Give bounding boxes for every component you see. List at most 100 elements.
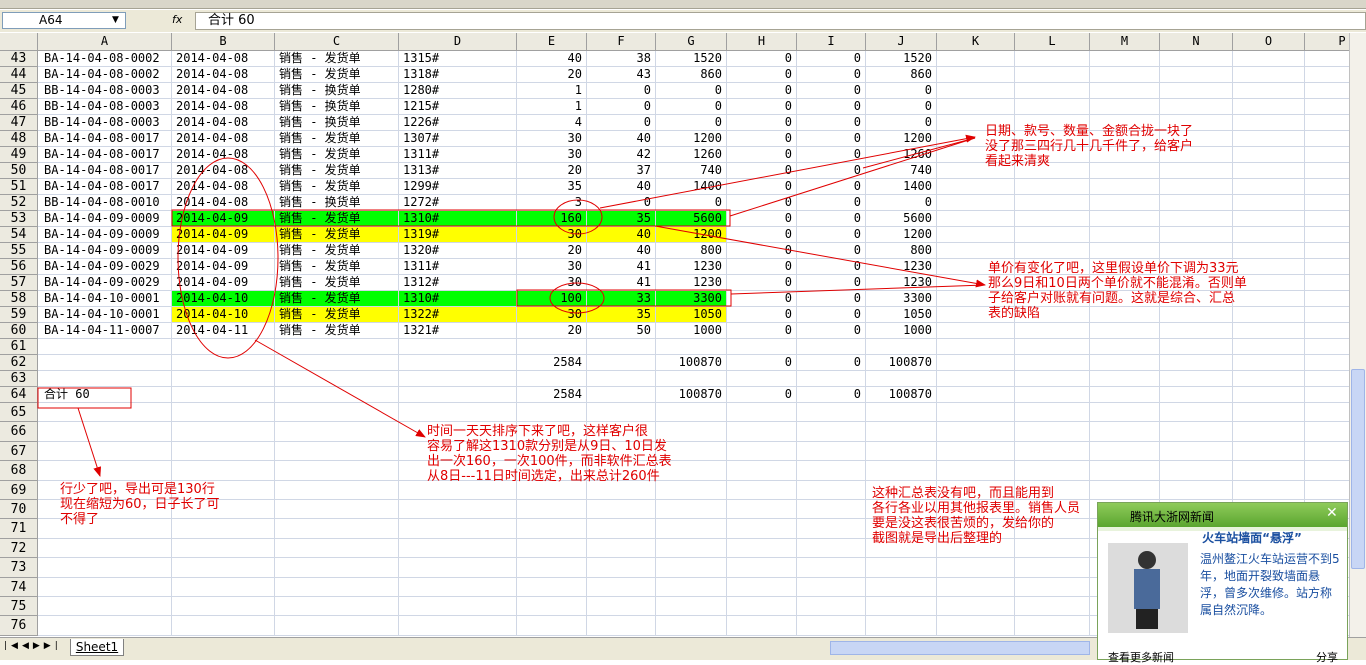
empty-cell[interactable] — [1305, 115, 1349, 131]
empty-cell[interactable] — [1090, 441, 1160, 462]
empty-cell[interactable] — [1160, 163, 1233, 179]
empty-cell[interactable] — [656, 597, 727, 617]
cell[interactable]: 2014-04-11 — [172, 323, 275, 339]
empty-cell[interactable] — [1090, 403, 1160, 423]
empty-cell[interactable] — [797, 441, 866, 462]
empty-cell[interactable] — [1160, 355, 1233, 371]
cell[interactable]: 100870 — [866, 355, 937, 371]
empty-cell[interactable] — [1015, 67, 1090, 83]
cell[interactable]: 0 — [727, 179, 797, 195]
empty-cell[interactable] — [1015, 163, 1090, 179]
cell[interactable]: BB-14-04-08-0003 — [38, 83, 172, 99]
cell[interactable]: BA-14-04-09-0029 — [38, 275, 172, 291]
empty-cell[interactable] — [1233, 99, 1305, 115]
empty-cell[interactable] — [937, 403, 1015, 423]
empty-cell[interactable] — [937, 519, 1015, 539]
empty-cell[interactable] — [937, 259, 1015, 275]
cell[interactable]: 1 — [517, 83, 587, 99]
empty-cell[interactable] — [399, 461, 517, 481]
empty-cell[interactable] — [1233, 387, 1305, 403]
cell[interactable]: 0 — [797, 67, 866, 83]
cell[interactable]: 1260 — [656, 147, 727, 163]
cell[interactable]: 20 — [517, 163, 587, 179]
empty-cell[interactable] — [1233, 441, 1305, 462]
empty-cell[interactable] — [1015, 558, 1090, 578]
empty-cell[interactable] — [937, 371, 1015, 387]
empty-cell[interactable] — [866, 519, 937, 539]
empty-cell[interactable] — [172, 597, 275, 617]
empty-cell[interactable] — [1090, 275, 1160, 291]
empty-cell[interactable] — [275, 558, 399, 578]
empty-cell[interactable] — [1015, 577, 1090, 597]
empty-cell[interactable] — [1233, 259, 1305, 275]
empty-cell[interactable] — [727, 519, 797, 539]
empty-cell[interactable] — [587, 441, 656, 462]
empty-cell[interactable] — [517, 519, 587, 539]
empty-cell[interactable] — [797, 403, 866, 423]
empty-cell[interactable] — [399, 480, 517, 500]
cell[interactable]: 2014-04-08 — [172, 179, 275, 195]
cell[interactable]: 0 — [587, 99, 656, 115]
cell[interactable]: 30 — [517, 307, 587, 323]
cell[interactable]: 5600 — [866, 211, 937, 227]
cell[interactable]: 0 — [727, 147, 797, 163]
empty-cell[interactable] — [797, 371, 866, 387]
cell[interactable]: 1000 — [656, 323, 727, 339]
empty-cell[interactable] — [517, 577, 587, 597]
empty-cell[interactable] — [399, 558, 517, 578]
cell[interactable]: BA-14-04-09-0009 — [38, 227, 172, 243]
empty-cell[interactable] — [937, 422, 1015, 442]
empty-cell[interactable] — [1233, 291, 1305, 307]
empty-cell[interactable] — [172, 355, 275, 371]
cell[interactable]: 0 — [727, 307, 797, 323]
empty-cell[interactable] — [38, 422, 172, 442]
cell[interactable]: 0 — [797, 195, 866, 211]
cell[interactable]: 销售 - 发货单 — [275, 227, 399, 243]
empty-cell[interactable] — [587, 558, 656, 578]
cell[interactable]: 0 — [866, 115, 937, 131]
empty-cell[interactable] — [1160, 99, 1233, 115]
empty-cell[interactable] — [1160, 323, 1233, 339]
empty-cell[interactable] — [1090, 131, 1160, 147]
cell[interactable]: 0 — [797, 307, 866, 323]
empty-cell[interactable] — [1015, 195, 1090, 211]
cell[interactable]: 1230 — [656, 259, 727, 275]
cell[interactable]: 3300 — [866, 291, 937, 307]
cell[interactable]: 1280# — [399, 83, 517, 99]
empty-cell[interactable] — [38, 441, 172, 462]
empty-cell[interactable] — [727, 422, 797, 442]
cell[interactable]: 0 — [656, 99, 727, 115]
empty-cell[interactable] — [1305, 481, 1349, 500]
empty-cell[interactable] — [172, 500, 275, 520]
empty-cell[interactable] — [937, 461, 1015, 481]
empty-cell[interactable] — [517, 422, 587, 442]
cell[interactable]: 0 — [797, 243, 866, 259]
empty-cell[interactable] — [399, 387, 517, 403]
empty-cell[interactable] — [275, 577, 399, 597]
empty-cell[interactable] — [517, 538, 587, 559]
empty-cell[interactable] — [517, 461, 587, 481]
cell[interactable]: 40 — [587, 227, 656, 243]
cell[interactable]: 20 — [517, 243, 587, 259]
cell[interactable]: 1319# — [399, 227, 517, 243]
empty-cell[interactable] — [275, 480, 399, 500]
cell[interactable]: 1230 — [866, 259, 937, 275]
empty-cell[interactable] — [587, 461, 656, 481]
empty-cell[interactable] — [587, 371, 656, 387]
cell[interactable]: 2014-04-08 — [172, 83, 275, 99]
empty-cell[interactable] — [399, 422, 517, 442]
empty-cell[interactable] — [656, 480, 727, 500]
empty-cell[interactable] — [937, 131, 1015, 147]
empty-cell[interactable] — [1160, 51, 1233, 67]
empty-cell[interactable] — [1305, 179, 1349, 195]
empty-cell[interactable] — [937, 558, 1015, 578]
empty-cell[interactable] — [1015, 538, 1090, 559]
empty-cell[interactable] — [937, 538, 1015, 559]
empty-cell[interactable] — [517, 558, 587, 578]
cell[interactable]: 35 — [517, 179, 587, 195]
cell[interactable]: 0 — [587, 115, 656, 131]
empty-cell[interactable] — [1160, 387, 1233, 403]
empty-cell[interactable] — [1015, 500, 1090, 520]
cell[interactable]: 0 — [587, 83, 656, 99]
empty-cell[interactable] — [517, 616, 587, 636]
